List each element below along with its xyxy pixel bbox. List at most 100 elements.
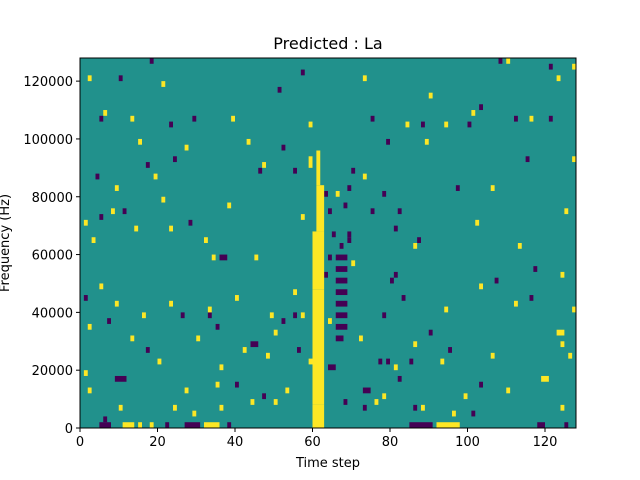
heatmap-cell-low: [165, 422, 170, 428]
y-tick-label: 20000: [32, 364, 73, 379]
heatmap-cells: [83, 58, 576, 428]
heatmap-cell-high: [142, 312, 146, 319]
heatmap-cell-low: [331, 231, 336, 238]
heatmap-cell-high: [114, 300, 119, 307]
heatmap-cell-low: [347, 237, 352, 243]
heatmap-cell-low: [390, 277, 394, 284]
heatmap-cell-high: [250, 399, 255, 405]
heatmap-cell-low: [184, 422, 201, 428]
heatmap-cell-low: [227, 422, 232, 428]
heatmap-cell-low: [324, 271, 328, 278]
heatmap-cell-low: [99, 214, 104, 220]
heatmap-cell-low: [324, 190, 328, 197]
heatmap-cell-high: [541, 375, 549, 382]
heatmap-cell-low: [471, 410, 476, 417]
heatmap-cell-high: [556, 329, 565, 336]
heatmap-cell-high: [169, 225, 173, 232]
heatmap-cell-high: [560, 271, 565, 278]
heatmap-cell-low: [300, 69, 305, 76]
heatmap-cell-high: [273, 329, 278, 336]
heatmap-cell-low: [401, 295, 406, 301]
heatmap-cell-low: [219, 254, 228, 261]
heatmap-cell-low: [529, 295, 534, 301]
heatmap-cell-high: [405, 121, 410, 128]
heatmap-cell-high: [231, 115, 235, 122]
heatmap-cell-low: [514, 115, 518, 122]
heatmap-cell-high: [87, 387, 92, 394]
heatmap-cell-high: [564, 208, 569, 215]
heatmap-cell-high: [312, 289, 325, 405]
heatmap-cell-low: [207, 312, 212, 319]
heatmap-cell-low: [107, 318, 111, 324]
heatmap-cell-high: [266, 352, 270, 359]
heatmap-cell-high: [421, 404, 425, 411]
heatmap-cell-high: [134, 225, 139, 232]
heatmap-cell-low: [548, 63, 553, 70]
heatmap-cell-high: [87, 75, 92, 82]
heatmap-cell-high: [393, 364, 398, 371]
heatmap-cell-high: [444, 121, 449, 128]
heatmap-cell-low: [564, 422, 569, 428]
heatmap-cell-low: [351, 167, 356, 174]
heatmap-cell-low: [498, 58, 503, 64]
heatmap-cell-low: [118, 75, 123, 82]
heatmap-cell-high: [568, 352, 573, 359]
heatmap-cell-low: [235, 381, 239, 388]
y-axis-label: Frequency (Hz): [0, 194, 13, 292]
heatmap-cell-low: [467, 121, 472, 128]
heatmap-cell-low: [386, 138, 390, 145]
y-tick-label: 60000: [32, 249, 73, 264]
heatmap-cell-high: [235, 295, 239, 301]
heatmap-cell-low: [262, 393, 266, 400]
heatmap-cell-high: [138, 138, 142, 145]
heatmap-cell-high: [184, 144, 189, 151]
heatmap-cell-high: [572, 306, 576, 313]
heatmap-cell-high: [262, 162, 266, 168]
heatmap-cell-low: [397, 375, 402, 382]
heatmap-cell-high: [312, 231, 325, 290]
heatmap-cell-high: [300, 312, 305, 319]
heatmap-cell-high: [118, 404, 123, 411]
heatmap-cell-low: [335, 254, 348, 261]
heatmap-cell-low: [397, 208, 402, 215]
heatmap-cell-high: [506, 387, 511, 394]
heatmap-cell-low: [335, 300, 348, 307]
heatmap-cell-low: [293, 167, 297, 174]
heatmap-cell-high: [424, 138, 429, 145]
heatmap-cell-low: [192, 115, 197, 122]
heatmap-cell-high: [130, 115, 135, 122]
heatmap-cell-low: [99, 115, 104, 122]
heatmap-cell-low: [215, 323, 220, 330]
heatmap-cell-low: [122, 208, 127, 215]
heatmap-cell-high: [382, 393, 387, 400]
heatmap-cell-high: [204, 237, 208, 243]
heatmap-cell-low: [525, 156, 530, 163]
heatmap-cell-low: [448, 347, 452, 353]
heatmap-cell-high: [293, 289, 297, 296]
heatmap-cell-high: [254, 254, 259, 261]
x-tick-label: 20: [149, 435, 166, 450]
heatmap-cell-low: [258, 167, 263, 174]
heatmap-cell-high: [91, 237, 96, 243]
heatmap-cell-low: [428, 329, 433, 336]
heatmap-cell-low: [362, 387, 371, 394]
heatmap-cell-high: [529, 115, 534, 122]
heatmap-cell-low: [297, 347, 301, 353]
heatmap-cell-low: [382, 190, 387, 197]
heatmap-cell-low: [250, 341, 259, 348]
heatmap-cell-low: [103, 416, 108, 423]
heatmap-cell-high: [83, 219, 88, 226]
x-axis-label: Time step: [295, 456, 360, 471]
heatmap-cell-high: [87, 323, 92, 330]
heatmap-cell-low: [347, 185, 352, 191]
heatmap-cell-low: [339, 243, 344, 249]
heatmap-cell-high: [413, 341, 418, 348]
heatmap-cell-high: [490, 352, 495, 359]
heatmap-cell-low: [281, 318, 286, 324]
y-tick-label: 40000: [32, 306, 73, 321]
heatmap-cell-low: [370, 208, 375, 215]
heatmap-cell-low: [494, 277, 499, 284]
y-tick-label: 120000: [23, 75, 73, 90]
heatmap-cell-low: [328, 208, 332, 215]
heatmap-cell-low: [335, 312, 348, 319]
